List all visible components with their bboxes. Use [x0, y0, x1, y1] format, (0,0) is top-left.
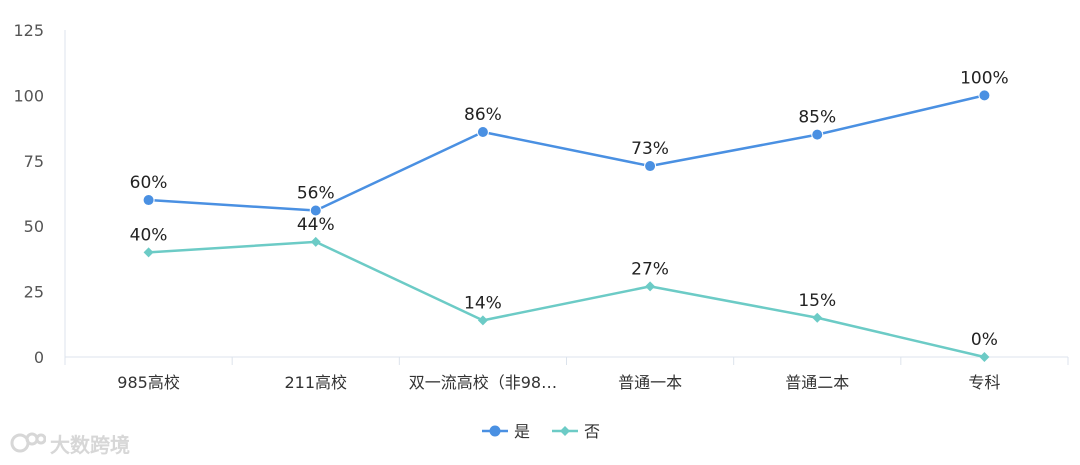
watermark-text: 大数跨境: [50, 432, 130, 457]
legend-item-yes[interactable]: 是: [482, 422, 530, 441]
data-label: 73%: [631, 139, 669, 159]
data-point[interactable]: [476, 126, 489, 139]
data-label: 85%: [798, 108, 836, 128]
y-tick-label: 75: [24, 152, 44, 171]
data-label: 60%: [130, 173, 168, 193]
legend-item-no[interactable]: 否: [552, 422, 600, 441]
series-no: 40% 44% 14% 27% 15% 0%: [130, 215, 998, 362]
data-point[interactable]: [310, 236, 321, 247]
data-point[interactable]: [477, 315, 488, 326]
y-tick-label: 100: [13, 86, 44, 105]
x-axis: 985高校 211高校 双一流高校（非98… 普通一本 普通二本 专科: [64, 356, 1069, 392]
y-tick-label: 0: [34, 348, 44, 367]
x-tick-label: 专科: [968, 373, 1000, 392]
series-layer: 60% 56% 86% 73% 85% 100% 40% 44% 14% 27% 15% 0%: [130, 68, 1009, 362]
y-axis: 0 25 50 75 100 125: [13, 21, 66, 367]
x-tick-label: 普通一本: [618, 373, 682, 392]
data-point[interactable]: [309, 204, 322, 217]
data-label: 44%: [297, 215, 335, 235]
data-point[interactable]: [811, 128, 824, 141]
data-label: 15%: [798, 291, 836, 311]
data-point[interactable]: [143, 247, 154, 258]
data-label: 100%: [960, 68, 1009, 88]
y-tick-label: 125: [13, 21, 44, 40]
series-line: [148, 94, 985, 212]
legend[interactable]: 是否: [482, 422, 600, 441]
legend-label: 否: [584, 422, 600, 441]
x-tick-label: 普通二本: [785, 373, 849, 392]
data-label: 86%: [464, 105, 502, 125]
legend-marker: [489, 425, 501, 437]
data-label: 40%: [130, 225, 168, 245]
watermark: 大数跨境: [10, 428, 130, 458]
x-tick-label: 双一流高校（非98…: [409, 373, 557, 392]
legend-label: 是: [514, 422, 530, 441]
series-line: [148, 240, 985, 359]
data-point[interactable]: [645, 281, 656, 292]
data-point[interactable]: [978, 89, 991, 102]
data-label: 0%: [971, 330, 998, 350]
data-point[interactable]: [644, 160, 657, 173]
data-label: 27%: [631, 259, 669, 279]
legend-marker: [560, 426, 570, 436]
y-tick-label: 50: [24, 217, 44, 236]
data-point[interactable]: [142, 194, 155, 207]
series-yes: 60% 56% 86% 73% 85% 100%: [130, 68, 1009, 217]
y-tick-label: 25: [24, 283, 44, 302]
x-tick-label: 211高校: [284, 373, 347, 392]
data-label: 56%: [297, 184, 335, 204]
x-tick-label: 985高校: [117, 373, 180, 392]
data-point[interactable]: [979, 352, 990, 362]
watermark-logo-icon: [10, 432, 46, 453]
data-point[interactable]: [812, 312, 823, 323]
data-label: 14%: [464, 293, 502, 313]
